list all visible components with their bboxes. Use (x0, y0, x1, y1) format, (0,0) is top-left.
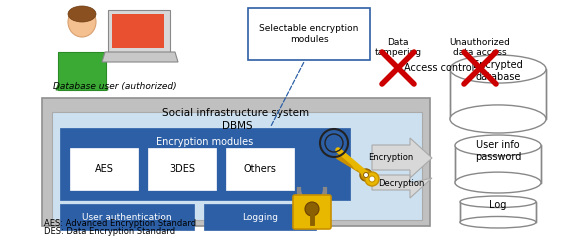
Text: User info
password: User info password (475, 140, 521, 162)
Text: User authentication: User authentication (82, 213, 172, 222)
Polygon shape (102, 52, 178, 62)
Text: Log: Log (490, 200, 507, 210)
Text: Selectable encryption
modules: Selectable encryption modules (259, 24, 359, 44)
Text: Database user (authorized): Database user (authorized) (53, 82, 177, 91)
Ellipse shape (68, 6, 96, 22)
Ellipse shape (460, 196, 536, 208)
Bar (70, 148, 138, 190)
Bar (52, 112, 422, 220)
Polygon shape (372, 175, 432, 198)
Text: DES: Data Encryption Standard: DES: Data Encryption Standard (44, 227, 175, 236)
Text: DBMS: DBMS (222, 121, 252, 131)
Text: AES: AES (95, 164, 113, 174)
Circle shape (363, 173, 369, 178)
Text: AES: Advanced Encryption Standard: AES: Advanced Encryption Standard (44, 219, 196, 228)
Polygon shape (56, 80, 108, 90)
Bar (455, 145, 541, 183)
Circle shape (360, 169, 372, 181)
Bar (148, 148, 216, 190)
Text: Decryption: Decryption (378, 179, 424, 188)
Ellipse shape (460, 217, 536, 228)
Bar (226, 148, 294, 190)
Bar (112, 14, 164, 48)
Bar (60, 204, 194, 230)
Text: 3DES: 3DES (169, 164, 195, 174)
Ellipse shape (450, 105, 546, 133)
Bar (248, 8, 370, 60)
Ellipse shape (455, 135, 541, 156)
Bar (42, 98, 430, 226)
Circle shape (369, 176, 375, 182)
Circle shape (305, 202, 319, 216)
Ellipse shape (455, 172, 541, 193)
Ellipse shape (68, 7, 96, 37)
FancyBboxPatch shape (293, 195, 331, 229)
Text: Social infrastructure system: Social infrastructure system (163, 108, 309, 118)
Text: Logging: Logging (242, 213, 278, 222)
Text: Access control: Access control (404, 63, 474, 73)
Bar (204, 204, 316, 230)
Text: Unauthorized
data access: Unauthorized data access (450, 38, 511, 57)
Text: Others: Others (244, 164, 276, 174)
Bar (450, 69, 546, 119)
Bar (460, 202, 536, 222)
Ellipse shape (450, 55, 546, 83)
Text: Encryption modules: Encryption modules (156, 137, 254, 147)
Text: Data
tampering: Data tampering (375, 38, 421, 57)
Polygon shape (372, 138, 432, 178)
Text: Encryption: Encryption (369, 153, 414, 162)
Bar (108, 10, 170, 52)
Circle shape (365, 172, 379, 186)
Text: Encrypted
database: Encrypted database (473, 60, 523, 82)
Bar (60, 128, 350, 200)
Bar (58, 52, 106, 90)
